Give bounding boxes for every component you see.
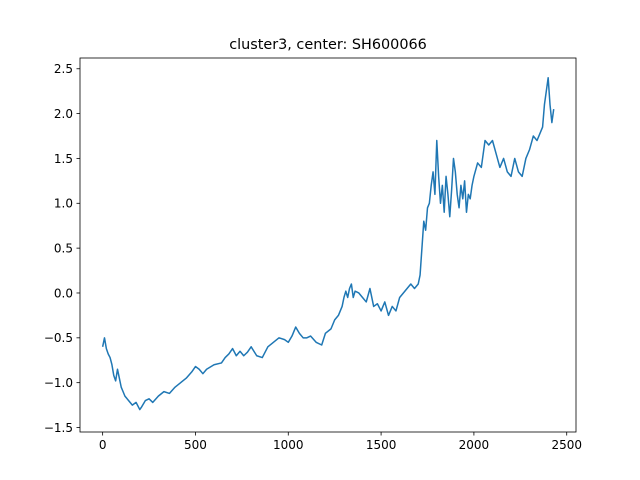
- x-tick-label: 0: [99, 438, 107, 452]
- y-tick-label: 0.0: [54, 286, 73, 300]
- y-tick-label: 1.5: [54, 152, 73, 166]
- y-tick-label: 2.5: [54, 62, 73, 76]
- y-tick-label: 1.0: [54, 197, 73, 211]
- x-tick-label: 2000: [459, 438, 490, 452]
- chart-title: cluster3, center: SH600066: [229, 37, 427, 53]
- x-tick-label: 1000: [273, 438, 304, 452]
- y-tick-label: −1.5: [44, 421, 73, 435]
- y-tick-label: 2.0: [54, 107, 73, 121]
- y-tick-label: −0.5: [44, 331, 73, 345]
- series-line-0: [101, 76, 555, 411]
- x-tick-label: 2500: [551, 438, 582, 452]
- x-tick-label: 500: [184, 438, 207, 452]
- y-tick-label: 0.5: [54, 241, 73, 255]
- plot-frame: [79, 57, 577, 433]
- x-tick-label: 1500: [366, 438, 397, 452]
- axes: 0 500 1000 1500 2000 2500 −1.5 −1.0 −0.5 0.0 0.5 1.…: [44, 57, 582, 452]
- plot-area: [101, 76, 555, 411]
- y-tick-label: −1.0: [44, 376, 73, 390]
